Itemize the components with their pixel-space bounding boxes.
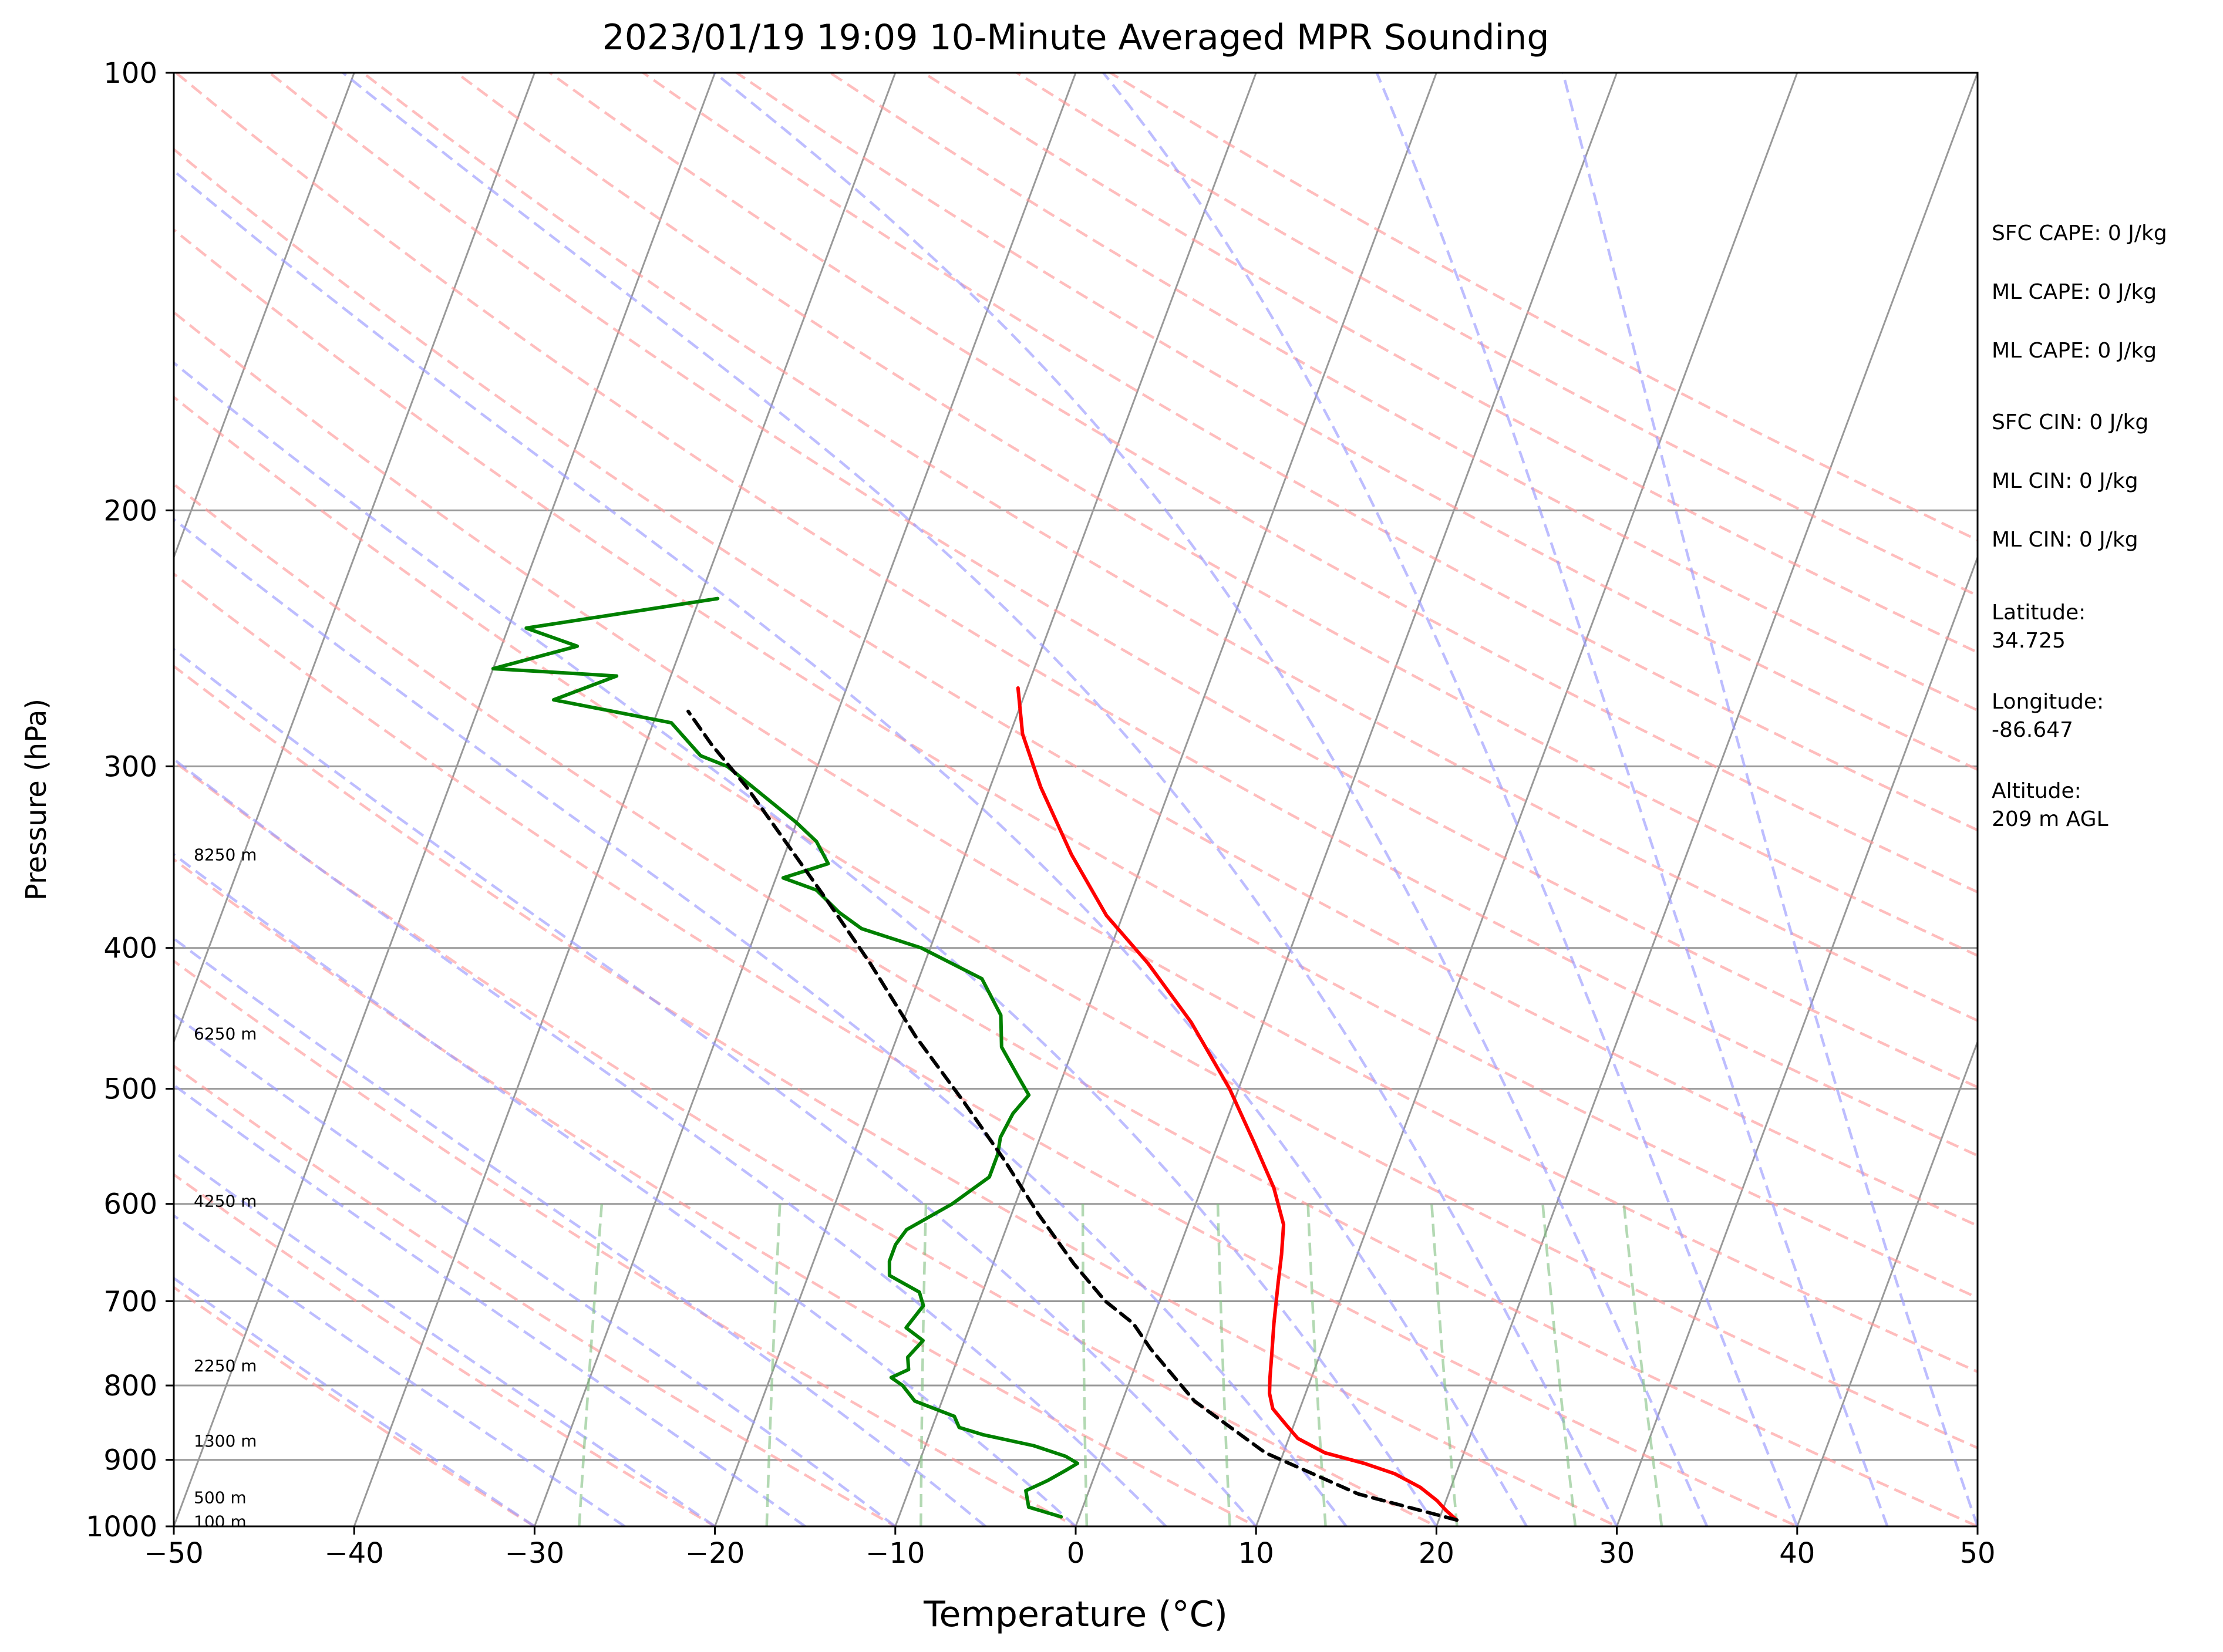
y-tick-label: 300 [103, 750, 157, 783]
mixing-ratio-line [1083, 1204, 1087, 1526]
height-annotation: 4250 m [194, 1191, 257, 1211]
mixing-ratio-line [1624, 1204, 1662, 1526]
x-tick-label: −20 [685, 1537, 745, 1570]
height-annotation: 8250 m [194, 845, 257, 865]
dry-adiabat-line [0, 41, 585, 1557]
moist-adiabat-line [60, 73, 1527, 1526]
latitude-value: 34.725 [1992, 627, 2066, 655]
y-tick-label: 400 [103, 932, 157, 965]
longitude-value: -86.647 [1992, 716, 2073, 744]
longitude-label: Longitude: [1992, 688, 2104, 716]
ml-cape-readout: ML CAPE: 0 J/kg [1992, 278, 2157, 306]
moist-adiabat-line [0, 73, 1256, 1526]
dry-adiabat-line [0, 41, 767, 1557]
isotherm-gridline [715, 73, 1257, 1526]
y-axis-label: Pressure (hPa) [20, 699, 53, 901]
dewpoint-profile-line [493, 599, 1077, 1517]
ml-cin-readout: ML CIN: 0 J/kg [1992, 467, 2138, 495]
x-tick-label: 50 [1959, 1537, 1995, 1570]
y-tick-label: 700 [103, 1285, 157, 1318]
isotherm-gridline [534, 73, 1076, 1526]
moist-adiabat-line [343, 73, 1616, 1526]
dry-adiabat-line [0, 41, 1682, 1557]
parcel-profile-line [688, 712, 1457, 1520]
dry-adiabat-line [0, 41, 1865, 1557]
altitude-value: 209 m AGL [1992, 805, 2109, 834]
x-axis-label: Temperature (°C) [923, 1594, 1228, 1635]
isotherm-gridline [174, 73, 715, 1526]
dry-adiabat-line [0, 41, 1316, 1557]
y-tick-label: 900 [103, 1444, 157, 1477]
temperature-profile-line [1018, 688, 1457, 1520]
sfc-cin-readout: SFC CIN: 0 J/kg [1992, 409, 2148, 437]
y-tick-label: 600 [103, 1188, 157, 1221]
y-tick-label: 800 [103, 1370, 157, 1402]
height-annotation: 6250 m [194, 1024, 257, 1043]
moist-adiabat-line [0, 73, 1166, 1526]
ml-cin-readout-2: ML CIN: 0 J/kg [1992, 526, 2138, 554]
dry-adiabat-line [598, 41, 2223, 1557]
ml-cape-readout-2: ML CAPE: 0 J/kg [1992, 337, 2157, 365]
isotherm-gridline [1076, 73, 1617, 1526]
dry-adiabat-line [0, 41, 951, 1557]
dry-adiabat-line [0, 41, 2048, 1557]
mixing-ratio-line [579, 1204, 602, 1526]
mixing-ratio-line [1432, 1204, 1457, 1526]
x-tick-label: 30 [1599, 1537, 1635, 1570]
moist-adiabat-line [0, 73, 1076, 1526]
isotherm-gridline [1436, 73, 1978, 1526]
isotherm-gridline [2158, 73, 2223, 1526]
isotherm-gridline [354, 73, 895, 1526]
chart-title: 2023/01/19 19:09 10-Minute Averaged MPR … [602, 17, 1550, 58]
x-tick-label: −30 [505, 1537, 564, 1570]
x-tick-label: −40 [325, 1537, 384, 1570]
dry-adiabat-line [414, 41, 2223, 1557]
isotherm-gridline [895, 73, 1437, 1526]
height-annotation: 100 m [194, 1512, 247, 1531]
moist-adiabat-line [1377, 73, 1888, 1526]
y-tick-label: 1000 [86, 1511, 157, 1543]
x-tick-label: 0 [1067, 1537, 1085, 1570]
x-tick-label: 20 [1419, 1537, 1454, 1570]
y-tick-label: 200 [103, 494, 157, 527]
isotherm-gridline [0, 73, 354, 1526]
y-tick-label: 100 [103, 57, 157, 90]
height-annotation: 2250 m [194, 1356, 257, 1375]
isotherm-gridline [1256, 73, 1797, 1526]
mixing-ratio-line [1218, 1204, 1230, 1526]
moist-adiabat-line [715, 73, 1707, 1526]
altitude-label: Altitude: [1992, 777, 2081, 805]
y-tick-label: 500 [103, 1073, 157, 1106]
dry-adiabat-line [137, 41, 2223, 1557]
mixing-ratio-line [767, 1204, 780, 1526]
x-tick-label: 10 [1238, 1537, 1274, 1570]
x-tick-label: 40 [1779, 1537, 1815, 1570]
latitude-label: Latitude: [1992, 599, 2086, 627]
sfc-cape-readout: SFC CAPE: 0 J/kg [1992, 220, 2167, 248]
height-annotation: 500 m [194, 1488, 247, 1507]
x-tick-label: −10 [865, 1537, 925, 1570]
moist-adiabat-line [1103, 73, 1797, 1526]
height-annotation: 1300 m [194, 1431, 257, 1451]
